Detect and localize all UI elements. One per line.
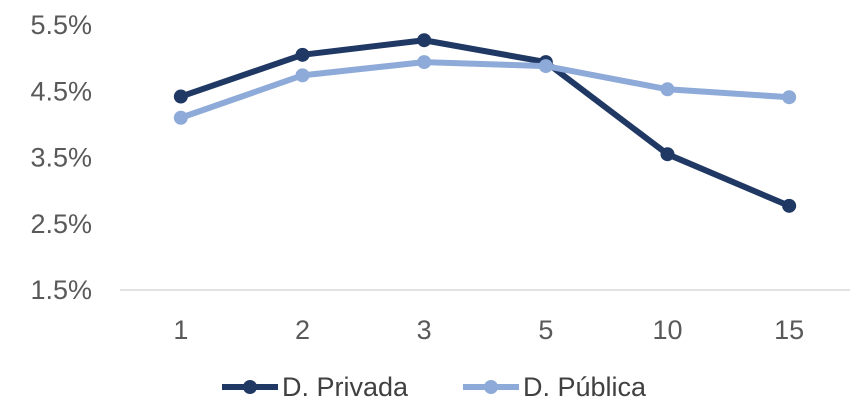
- y-tick-label: 1.5%: [30, 275, 92, 305]
- data-point: [417, 55, 432, 70]
- data-point: [173, 110, 188, 125]
- x-tick-label: 2: [295, 315, 310, 345]
- x-tick-label: 5: [538, 315, 553, 345]
- legend-item-2: D. Pública: [463, 372, 647, 402]
- data-point: [538, 59, 553, 74]
- series-line: [177, 37, 793, 209]
- data-point: [782, 90, 797, 105]
- y-tick-label: 3.5%: [30, 143, 92, 173]
- series-2: [173, 55, 797, 125]
- x-axis: 1 2 3 5 10 15: [173, 315, 804, 345]
- legend-marker-swatch: [484, 380, 498, 394]
- y-tick-label: 4.5%: [30, 76, 92, 106]
- data-point: [295, 47, 310, 62]
- x-tick-label: 10: [652, 315, 682, 345]
- series-1: [173, 33, 797, 213]
- x-tick-label: 15: [774, 315, 804, 345]
- legend-marker-swatch: [243, 380, 257, 394]
- legend-item-1: D. Privada: [222, 372, 409, 402]
- y-axis: 1.5% 2.5% 3.5% 4.5% 5.5%: [30, 10, 92, 305]
- data-point: [660, 147, 675, 162]
- legend-label: D. Privada: [282, 372, 409, 402]
- legend-label: D. Pública: [523, 372, 647, 402]
- data-point: [417, 33, 432, 48]
- series-layer: [173, 33, 797, 213]
- series-line: [177, 59, 793, 121]
- x-tick-label: 3: [417, 315, 432, 345]
- data-point: [173, 89, 188, 104]
- data-point: [295, 68, 310, 83]
- y-tick-label: 2.5%: [30, 209, 92, 239]
- y-tick-label: 5.5%: [30, 10, 92, 40]
- data-point: [782, 198, 797, 213]
- data-point: [660, 82, 675, 97]
- x-tick-label: 1: [173, 315, 188, 345]
- legend: D. Privada D. Pública: [222, 372, 647, 402]
